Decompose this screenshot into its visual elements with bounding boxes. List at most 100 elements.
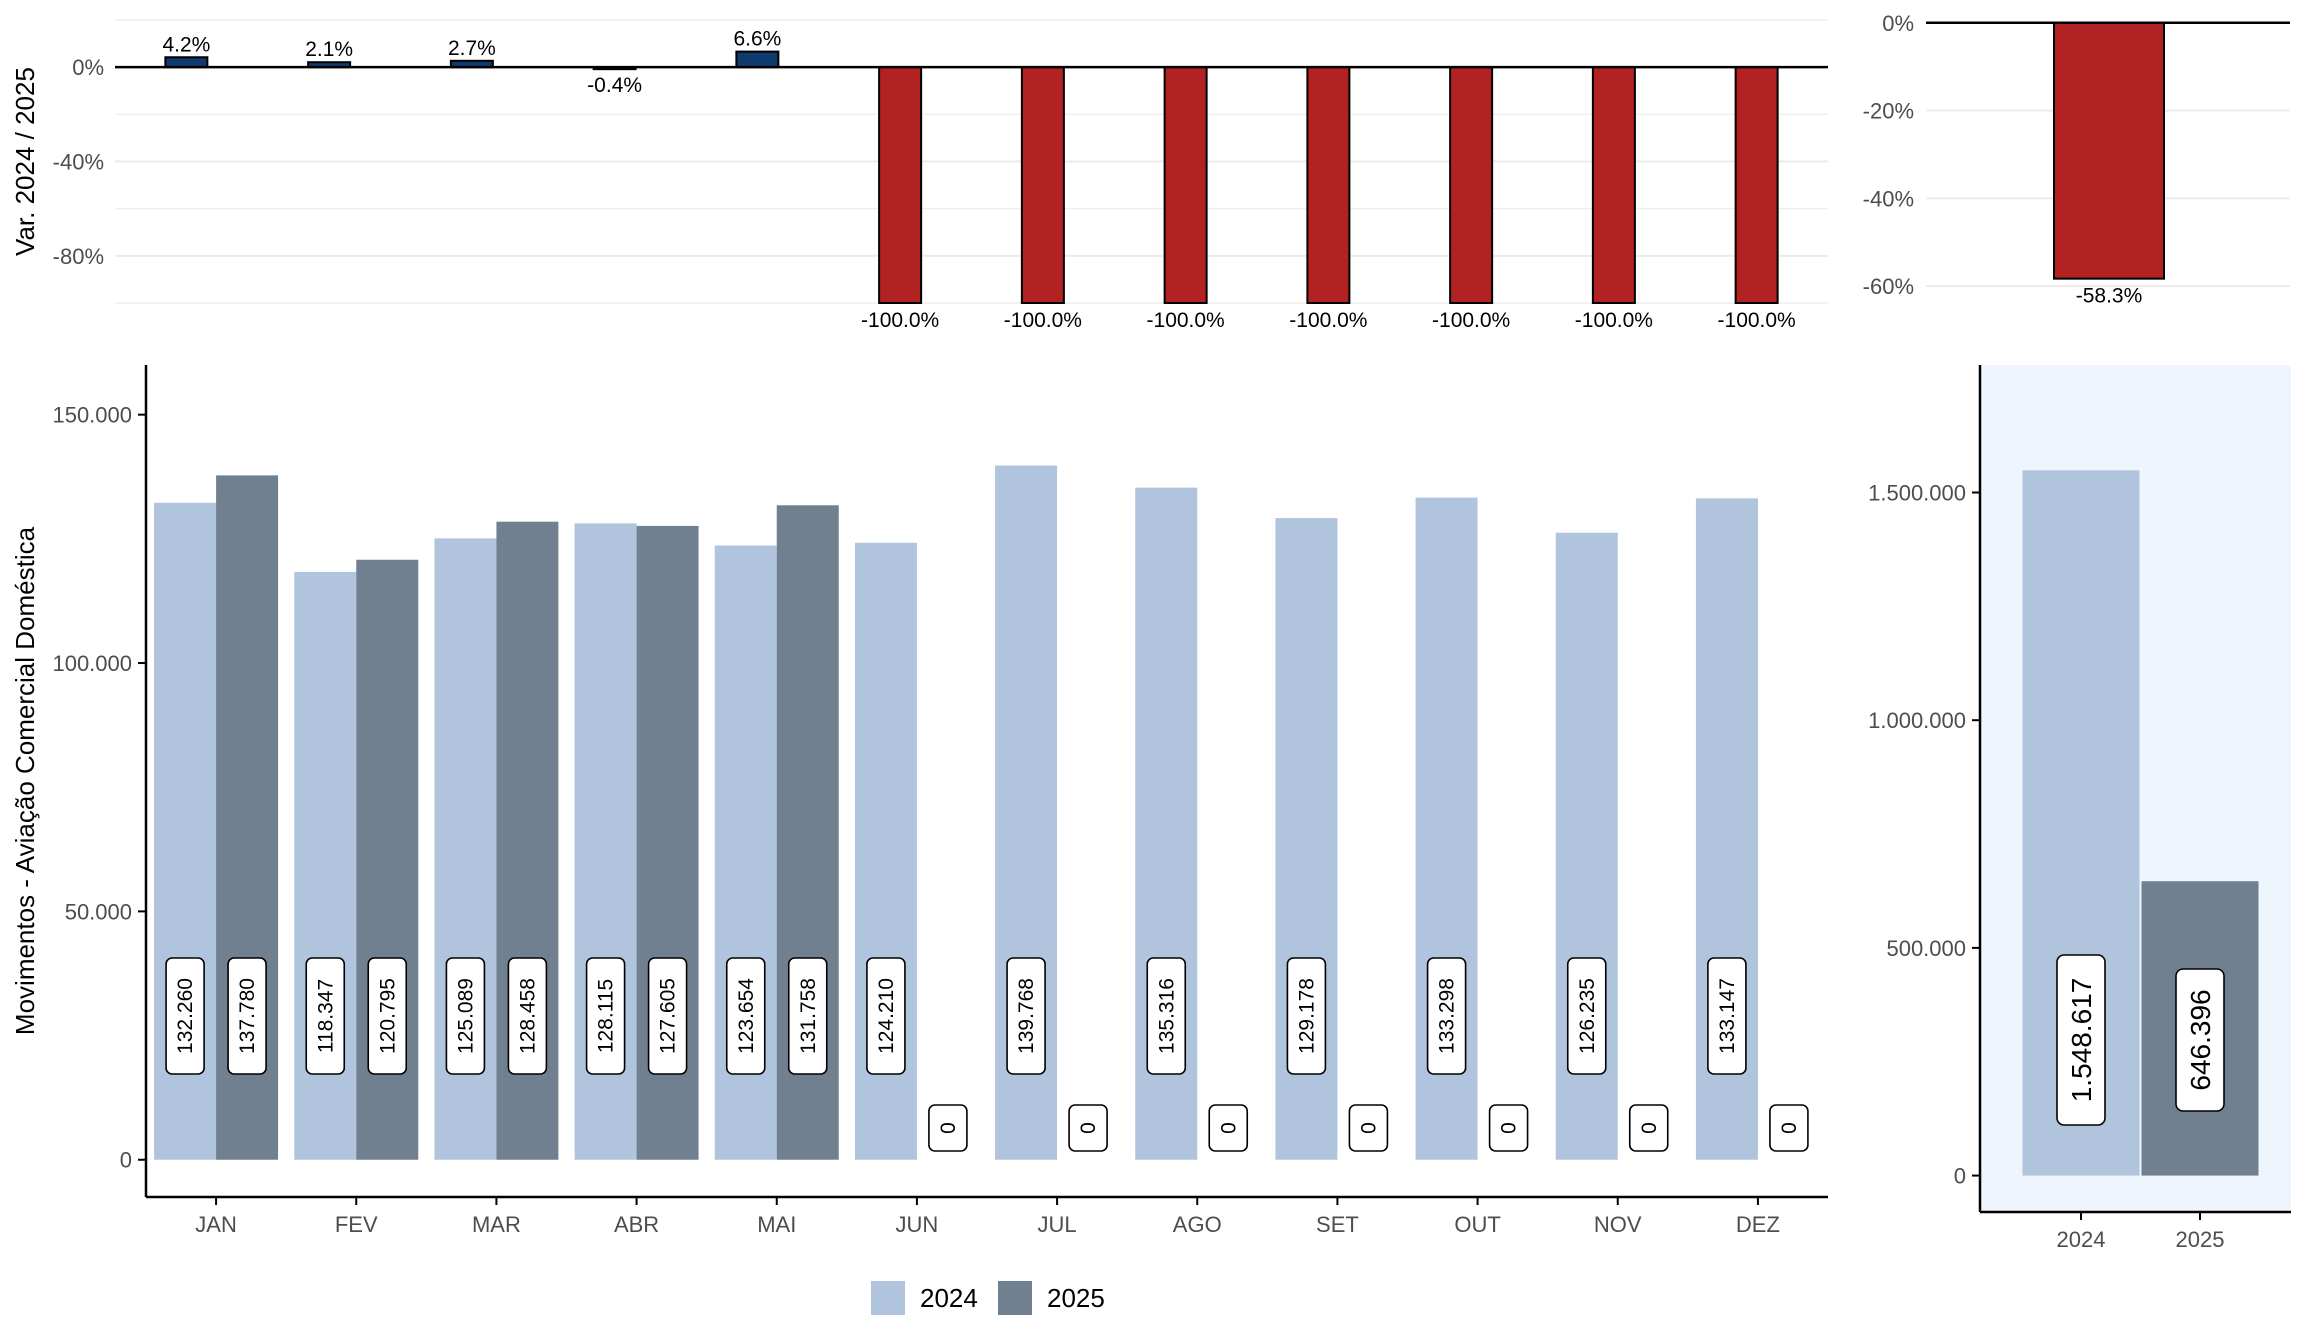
x-tick-label: 2025 xyxy=(2176,1227,2225,1252)
value-label-box xyxy=(305,957,346,1075)
variation-label: -100.0% xyxy=(1432,309,1510,332)
value-label: 133.298 xyxy=(1436,978,1459,1054)
total-variation-bar xyxy=(2053,21,2165,280)
variation-bar-dez xyxy=(1734,66,1779,304)
y-tick-label: -40% xyxy=(1863,186,1914,211)
y-tick-label: -40% xyxy=(53,150,104,175)
value-label: 127.605 xyxy=(657,978,680,1054)
legend-label-2025: 2025 xyxy=(1047,1283,1105,1313)
value-label-box xyxy=(725,957,766,1075)
value-label: 137.780 xyxy=(236,978,259,1054)
value-label-box xyxy=(445,957,486,1075)
value-label-box xyxy=(1006,957,1046,1075)
annual-totals-panel: 1.548.617 2024 646.396 2025 0 500.000 1.000.00… xyxy=(1868,365,2291,1252)
variation-label: -100.0% xyxy=(1289,309,1367,332)
variation-label: 2.1% xyxy=(305,38,353,61)
y-tick-label: -20% xyxy=(1863,99,1914,124)
legend: 2024 2025 xyxy=(871,1281,1105,1315)
x-tick-label: JUL xyxy=(1038,1212,1077,1237)
y-tick-label: -60% xyxy=(1863,274,1914,299)
value-label: 118.347 xyxy=(314,979,337,1053)
variation-bar-nov xyxy=(1591,66,1636,304)
value-label-box xyxy=(1628,1104,1669,1152)
total-variation-label: -58.3% xyxy=(2076,285,2143,308)
value-label: 120.795 xyxy=(376,978,399,1054)
variation-bar-jul xyxy=(1020,66,1065,304)
variation-label: 4.2% xyxy=(162,33,210,56)
value-label: 0 xyxy=(1498,1122,1521,1134)
value-label-box xyxy=(1488,1104,1529,1152)
total-label: 646.396 xyxy=(2185,989,2216,1090)
value-label-box xyxy=(1566,957,1607,1075)
value-label-box xyxy=(367,957,408,1075)
value-label: 0 xyxy=(1638,1122,1661,1134)
value-label-box xyxy=(1208,1104,1249,1152)
legend-label-2024: 2024 xyxy=(920,1283,978,1313)
x-tick-label: FEV xyxy=(335,1212,378,1237)
value-label: 0 xyxy=(937,1122,960,1134)
x-tick-label: ABR xyxy=(614,1212,659,1237)
variation-label: -0.4% xyxy=(587,74,642,97)
value-label-box xyxy=(1426,957,1467,1075)
variation-bar-jan xyxy=(164,56,209,69)
x-tick-label: OUT xyxy=(1454,1212,1500,1237)
variation-panel: 0% -40% -80% 4.2% 2.1% 2.7% -0.4% 6.6% -100.0% -1… xyxy=(10,19,1828,332)
y-tick-label: 100.000 xyxy=(52,651,132,676)
value-label: 0 xyxy=(1077,1122,1100,1134)
value-label-box xyxy=(585,957,626,1075)
value-label-box xyxy=(1068,1104,1108,1152)
value-label-box xyxy=(1707,957,1747,1075)
value-label: 126.235 xyxy=(1576,978,1599,1054)
value-label-box xyxy=(1286,957,1327,1075)
value-label-box xyxy=(1769,1104,1809,1152)
total-variation-panel: 0% -20% -40% -60% -58.3% xyxy=(1863,11,2290,308)
y-tick-label: 500.000 xyxy=(1886,936,1966,961)
value-label: 0 xyxy=(1357,1122,1380,1134)
variation-label: -100.0% xyxy=(1718,309,1796,332)
x-tick-label: 2024 xyxy=(2057,1227,2106,1252)
x-tick-label: MAR xyxy=(472,1212,521,1237)
y-tick-label: 0% xyxy=(1882,11,1914,36)
x-tick-label: JUN xyxy=(896,1212,939,1237)
value-label: 132.260 xyxy=(174,978,197,1054)
variation-label: 6.6% xyxy=(733,28,781,51)
value-label-box xyxy=(866,957,906,1075)
y-tick-label: 1.000.000 xyxy=(1868,708,1966,733)
value-label: 128.458 xyxy=(516,978,539,1054)
value-label: 129.178 xyxy=(1295,978,1318,1054)
y-tick-label: -80% xyxy=(53,244,104,269)
x-tick-label: NOV xyxy=(1594,1212,1642,1237)
variation-bar-out xyxy=(1449,66,1494,304)
value-label: 128.115 xyxy=(595,979,618,1053)
value-label: 133.147 xyxy=(1716,978,1739,1054)
y-tick-label: 150.000 xyxy=(52,403,132,428)
x-tick-label: JAN xyxy=(195,1212,237,1237)
total-label-box xyxy=(2056,954,2106,1126)
value-label: 124.210 xyxy=(875,978,898,1054)
value-label-box xyxy=(928,1104,968,1152)
legend-swatch-2025 xyxy=(998,1281,1032,1315)
x-tick-label: MAI xyxy=(757,1212,796,1237)
total-label: 1.548.617 xyxy=(2066,978,2097,1103)
variation-label: -100.0% xyxy=(1004,309,1082,332)
y-tick-label: 0 xyxy=(1954,1164,1966,1189)
variation-bar-jun xyxy=(878,66,923,304)
value-label: 131.758 xyxy=(797,978,820,1054)
value-label: 139.768 xyxy=(1015,978,1038,1054)
total-label-box xyxy=(2175,968,2225,1112)
x-tick-label: AGO xyxy=(1173,1212,1222,1237)
variation-label: -100.0% xyxy=(1575,309,1653,332)
variation-bar-mai xyxy=(735,50,780,69)
variation-label: -100.0% xyxy=(1147,309,1225,332)
x-tick-label: DEZ xyxy=(1736,1212,1780,1237)
y-tick-label: 0% xyxy=(72,55,104,80)
value-label-box xyxy=(1146,957,1187,1075)
y-tick-label: 50.000 xyxy=(65,899,132,924)
value-label: 135.316 xyxy=(1155,978,1178,1054)
legend-swatch-2024 xyxy=(871,1281,905,1315)
y-axis-title: Movimentos - Aviação Comercial Doméstica xyxy=(10,526,40,1035)
variation-label: -100.0% xyxy=(861,309,939,332)
value-label-box xyxy=(647,957,688,1075)
y-tick-label: 0 xyxy=(120,1148,132,1173)
